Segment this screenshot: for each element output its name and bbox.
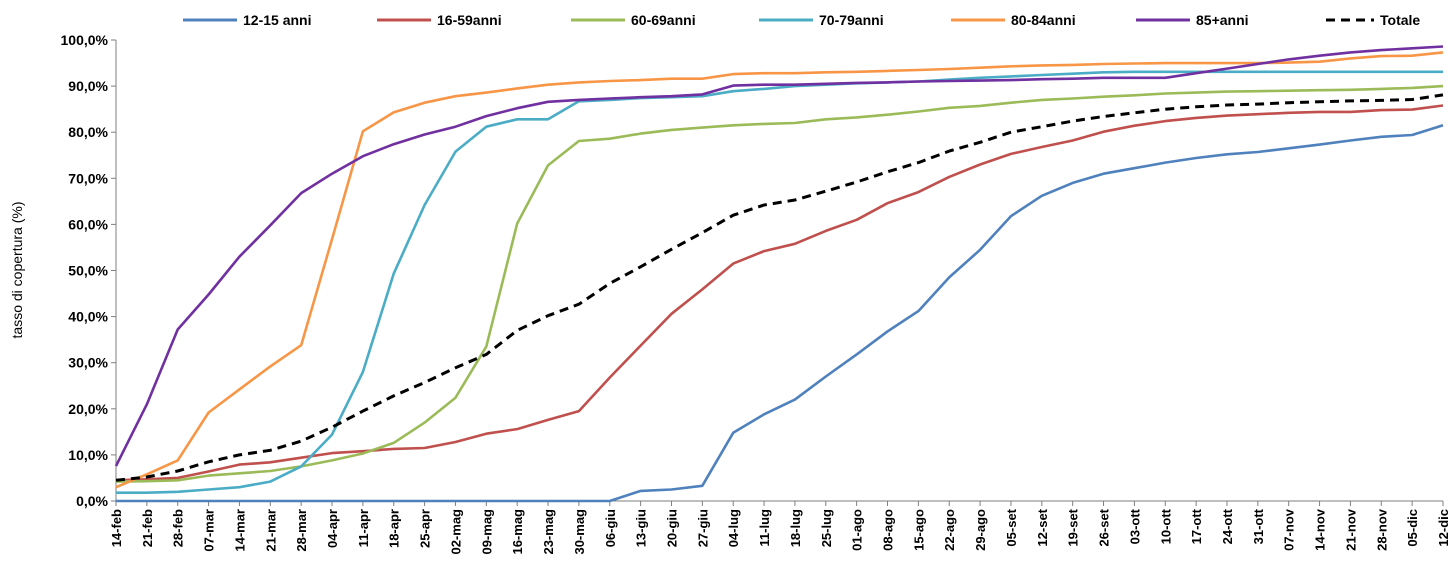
legend-label-80-84anni: 80-84anni [1011, 12, 1076, 28]
y-tick-label: 30,0% [68, 355, 108, 371]
series-line-80-84anni [115, 51, 1444, 489]
x-tick-label: 29-ago [973, 509, 988, 551]
legend: 12-15 anni 16-59anni 60-69anni 70-79anni 80-… [183, 12, 1420, 28]
x-tick-label: 19-set [1066, 508, 1081, 546]
x-tick-label: 18-lug [788, 509, 803, 547]
series-line-60-69anni [115, 84, 1444, 483]
x-tick-label: 09-mag [479, 509, 494, 555]
x-tick-label: 25-lug [819, 509, 834, 547]
y-tick-label: 10,0% [68, 447, 108, 463]
series-line-85-anni [114, 45, 1444, 467]
y-axis: 0,0% 10,0% 20,0% 30,0% 40,0% 50,0% 60,0% 70,0% 8… [61, 32, 117, 509]
x-tick-label: 16-mag [510, 509, 525, 555]
legend-label-totale: Totale [1380, 12, 1420, 28]
x-tick-label: 14-nov [1313, 508, 1328, 551]
y-tick-label: 80,0% [68, 124, 108, 140]
x-tick-label: 02-mag [448, 509, 463, 555]
x-tick-label: 11-lug [757, 509, 772, 547]
x-tick-label: 12-set [1035, 508, 1050, 546]
x-tick-label: 11-apr [356, 509, 371, 547]
legend-label-70-79anni: 70-79anni [819, 12, 884, 28]
x-tick-label: 21-nov [1343, 508, 1358, 551]
legend-label-12-15-anni: 12-15 anni [243, 12, 311, 28]
y-tick-label: 60,0% [68, 216, 108, 232]
x-tick-label: 26-set [1097, 508, 1112, 546]
series-line-70-79anni [116, 70, 1443, 495]
y-axis-title: tasso di copertura (%) [9, 202, 25, 339]
x-tick-label: 25-apr [418, 509, 433, 548]
series-line-12-15-anni [116, 124, 1444, 503]
x-axis: 14-feb 21-feb 28-feb 07-mar 14-mar 21-mar 28-m… [109, 500, 1451, 555]
y-tick-label: 70,0% [68, 170, 108, 186]
x-tick-label: 30-mag [572, 509, 587, 555]
x-tick-label: 05-set [1004, 508, 1019, 546]
x-tick-label: 28-feb [171, 509, 186, 547]
y-tick-label: 100,0% [61, 32, 109, 48]
x-tick-label: 21-mar [263, 509, 278, 552]
x-tick-label: 31-ott [1251, 508, 1266, 544]
legend-label-85-anni: 85+anni [1196, 12, 1249, 28]
y-tick-label: 20,0% [68, 401, 108, 417]
x-tick-label: 07-mar [202, 509, 217, 552]
y-tick-label: 90,0% [68, 78, 108, 94]
x-tick-label: 18-apr [387, 509, 402, 548]
x-tick-label: 12-dic [1436, 509, 1451, 547]
x-tick-label: 05-dic [1405, 509, 1420, 547]
x-tick-label: 28-mar [294, 509, 309, 552]
x-tick-label: 04-lug [726, 509, 741, 547]
x-tick-label: 24-ott [1220, 508, 1235, 544]
x-tick-label: 10-ott [1158, 508, 1173, 544]
series-lines [114, 45, 1444, 503]
x-tick-label: 14-feb [109, 509, 124, 547]
x-tick-label: 22-ago [942, 509, 957, 551]
x-tick-label: 28-nov [1374, 508, 1389, 551]
x-tick-label: 17-ott [1189, 508, 1204, 544]
x-tick-label: 27-giu [695, 509, 710, 547]
y-tick-label: 50,0% [68, 263, 108, 279]
legend-label-60-69anni: 60-69anni [631, 12, 696, 28]
legend-label-16-59anni: 16-59anni [437, 12, 502, 28]
series-line-totale [115, 93, 1444, 482]
series-line-16-59anni [115, 104, 1444, 482]
x-tick-label: 06-giu [603, 509, 618, 547]
y-tick-label: 40,0% [68, 309, 108, 325]
x-tick-label: 07-nov [1282, 508, 1297, 551]
x-tick-label: 23-mag [541, 509, 556, 555]
x-tick-label: 21-feb [140, 509, 155, 547]
x-tick-label: 03-ott [1127, 508, 1142, 544]
x-tick-label: 08-ago [881, 509, 896, 551]
y-tick-label: 0,0% [76, 493, 108, 509]
x-tick-label: 04-apr [325, 509, 340, 548]
x-tick-label: 15-ago [911, 509, 926, 551]
x-tick-label: 20-giu [664, 509, 679, 547]
x-tick-label: 01-ago [850, 509, 865, 551]
x-tick-label: 14-mar [232, 509, 247, 552]
x-tick-label: 13-giu [634, 509, 649, 547]
